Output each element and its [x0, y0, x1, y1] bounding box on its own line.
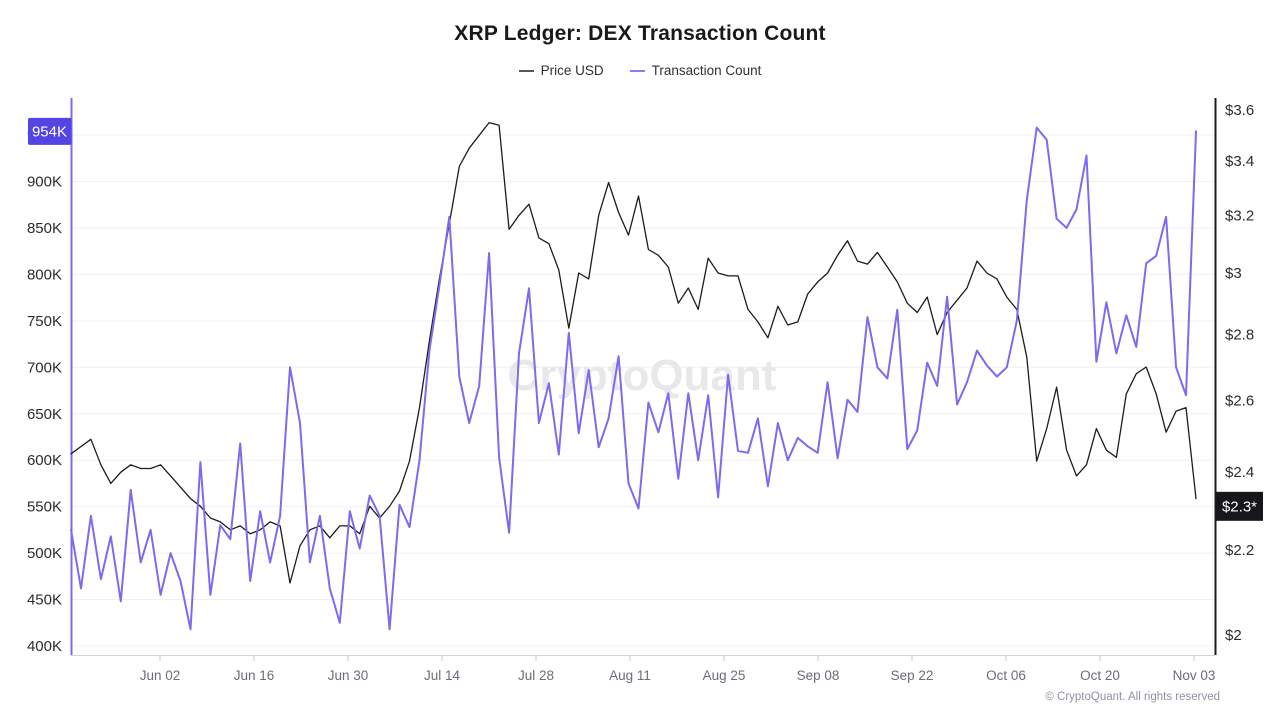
- y-right-axis-label: $3.6: [1225, 102, 1254, 119]
- price-badge: [1216, 491, 1263, 521]
- transaction-count-line: [70, 126, 1197, 631]
- price-badge-label: $2.3*: [1222, 498, 1257, 515]
- page-title: XRP Ledger: DEX Transaction Count: [454, 22, 826, 45]
- y-left-axis-label: 900K: [27, 174, 62, 191]
- y-right-axis-label: $2.8: [1225, 327, 1254, 344]
- copyright-notice: © CryptoQuant. All rights reserved: [1045, 691, 1220, 703]
- x-axis-label: Jul 28: [518, 668, 554, 683]
- y-left-axis-label: 700K: [27, 359, 62, 376]
- y-left-axis-label: 450K: [27, 592, 62, 609]
- tx-count-badge: [28, 117, 72, 145]
- x-axis-label: Oct 20: [1080, 668, 1120, 683]
- x-axis-label: Sep 08: [797, 668, 840, 683]
- x-axis-label: Aug 25: [703, 668, 746, 683]
- watermark: CryptoQuant: [508, 351, 777, 400]
- x-axis-label: Aug 11: [609, 668, 651, 683]
- y-left-axis-label: 750K: [27, 313, 62, 330]
- x-axis-label: Nov 03: [1173, 668, 1216, 683]
- price-usd-line: [70, 121, 1197, 584]
- x-axis-label: Sep 22: [891, 668, 934, 683]
- price-usd-dash-icon: [518, 69, 534, 72]
- y-left-axis-label: 550K: [27, 499, 62, 516]
- chart-legend: Price USD Transaction Count: [0, 63, 1280, 78]
- x-axis-label: Jun 02: [140, 668, 181, 683]
- y-right-axis-label: $3.2: [1225, 207, 1254, 224]
- y-right-axis-label: $2.2: [1225, 542, 1254, 559]
- y-left-axis-label: 400K: [27, 638, 62, 655]
- y-left-axis-label: 850K: [27, 220, 62, 237]
- legend-label-transaction-count: Transaction Count: [651, 63, 762, 78]
- y-right-axis-label: $3: [1225, 265, 1242, 282]
- y-right-axis-label: $2.4: [1225, 464, 1254, 481]
- y-right-axis-label: $3.4: [1225, 153, 1254, 170]
- legend-item-transaction-count[interactable]: Transaction Count: [629, 63, 762, 78]
- x-axis-label: Jun 16: [234, 668, 275, 683]
- y-right-axis-label: $2.6: [1225, 393, 1254, 410]
- legend-item-price-usd[interactable]: Price USD: [518, 63, 604, 78]
- y-left-axis-label: 500K: [27, 545, 62, 562]
- tx-count-badge-label: 954K: [32, 123, 67, 140]
- x-axis-label: Jul 14: [424, 668, 461, 683]
- y-left-axis-label: 650K: [27, 406, 62, 423]
- y-left-axis-label: 600K: [27, 452, 62, 469]
- legend-label-price-usd: Price USD: [540, 63, 604, 78]
- y-left-axis-label: 800K: [27, 266, 62, 283]
- x-axis-label: Oct 06: [986, 668, 1026, 683]
- y-right-axis-label: $2: [1225, 627, 1242, 644]
- x-axis-label: Jun 30: [328, 668, 369, 683]
- transaction-count-dash-icon: [629, 69, 645, 72]
